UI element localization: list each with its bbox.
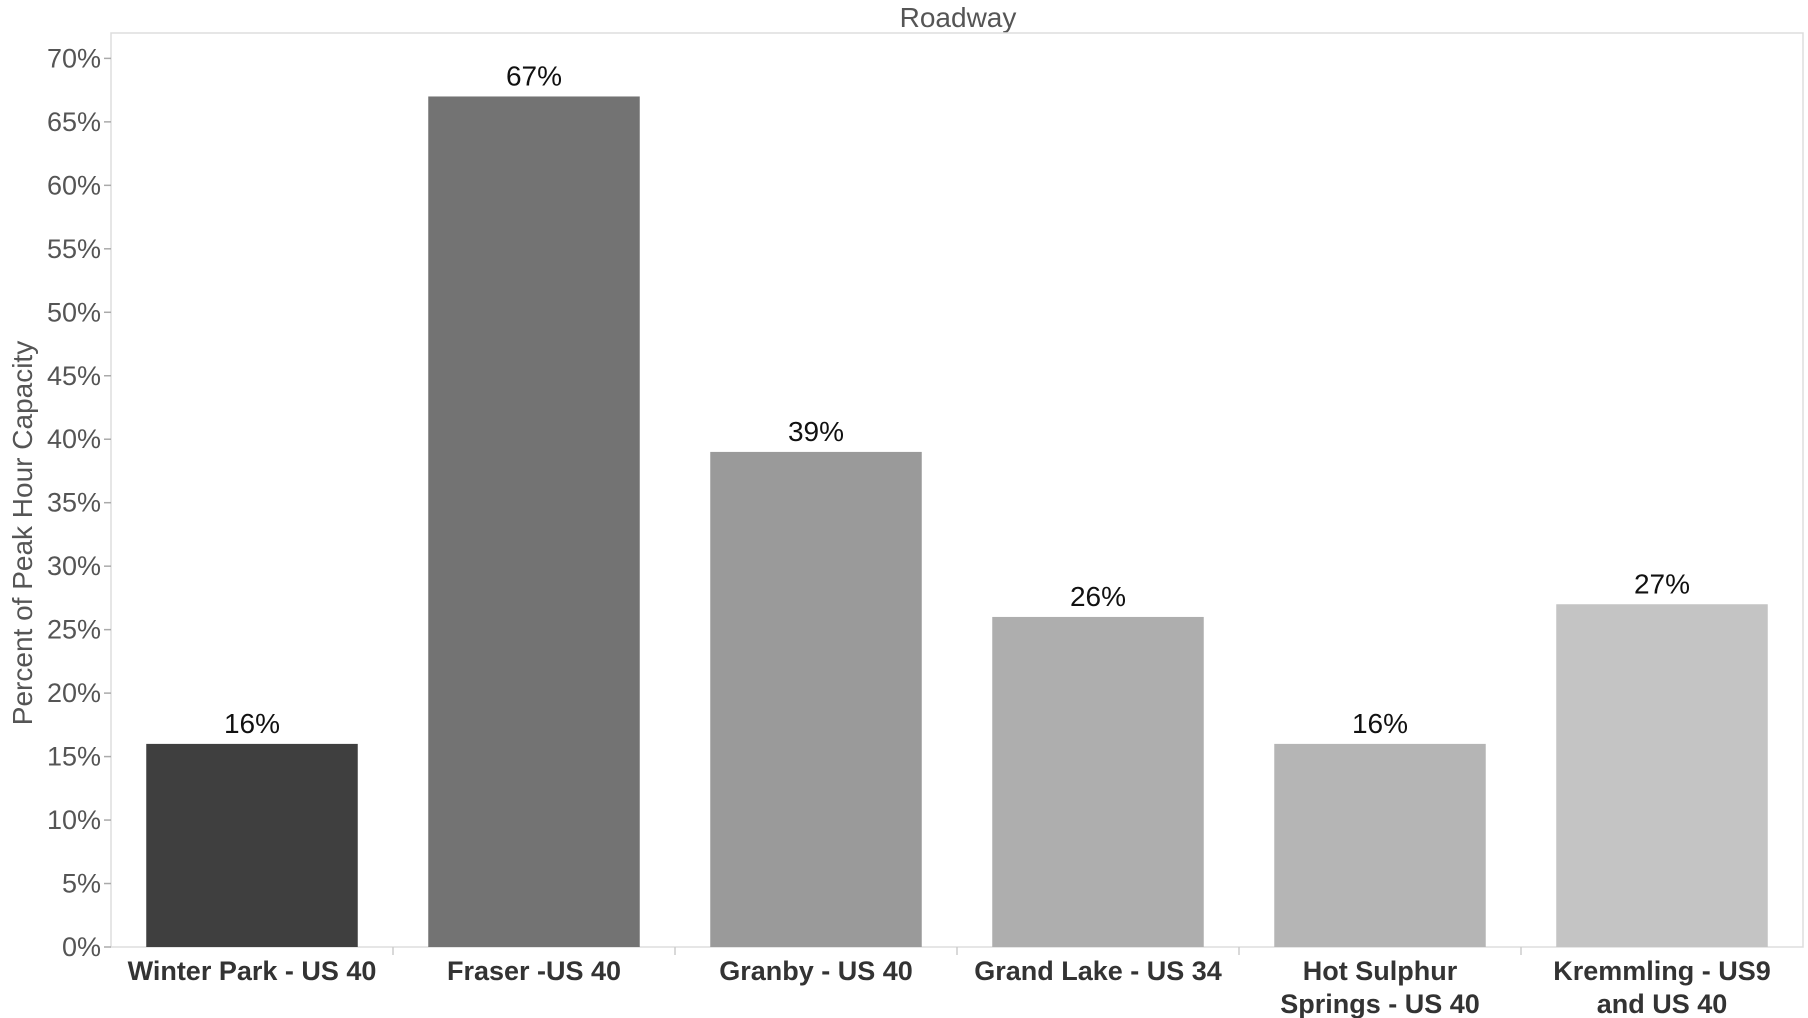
data-label: 27% bbox=[1634, 568, 1690, 599]
bar bbox=[1274, 743, 1486, 947]
bar bbox=[992, 616, 1204, 947]
x-tick-label-line: Granby - US 40 bbox=[719, 956, 913, 986]
y-tick-label: 15% bbox=[47, 742, 101, 772]
bar bbox=[146, 743, 358, 947]
bar bbox=[710, 451, 922, 947]
y-tick-label: 30% bbox=[47, 551, 101, 581]
x-tick-label: Hot Sulphur Springs - US 40 bbox=[1280, 956, 1480, 1018]
x-tick-label-line: Hot Sulphur bbox=[1303, 956, 1458, 986]
x-tick-label: Fraser -US 40 bbox=[447, 956, 621, 986]
data-label: 67% bbox=[506, 60, 562, 91]
y-tick-label: 70% bbox=[47, 43, 101, 73]
x-tick-label-line: and US 40 bbox=[1597, 989, 1728, 1018]
y-tick-label: 20% bbox=[47, 678, 101, 708]
x-tick-label-line: Springs - US 40 bbox=[1280, 989, 1480, 1018]
data-labels: 16% 67% 39% 26% 16% 27% bbox=[224, 60, 1690, 738]
bar bbox=[1556, 604, 1768, 947]
x-tick-label: Granby - US 40 bbox=[719, 956, 913, 986]
plot-frame bbox=[110, 32, 1804, 948]
x-tick-label-line: Fraser -US 40 bbox=[447, 956, 621, 986]
y-tick-label: 65% bbox=[47, 107, 101, 137]
y-axis: 0% 5% 10% 15% 20% 25% 30% 35% 40% 45% 50% 55% 60% 65%… bbox=[47, 43, 111, 962]
x-tick-label-line: Kremmling - US9 bbox=[1553, 956, 1771, 986]
bars bbox=[146, 96, 1768, 947]
y-tick-label: 5% bbox=[62, 869, 101, 899]
y-tick-label: 10% bbox=[47, 805, 101, 835]
y-tick-label: 35% bbox=[47, 488, 101, 518]
y-tick-label: 0% bbox=[62, 932, 101, 962]
x-tick-label: Winter Park - US 40 bbox=[128, 956, 377, 986]
y-tick-label: 60% bbox=[47, 170, 101, 200]
y-tick-label: 40% bbox=[47, 424, 101, 454]
x-tick-label: Kremmling - US9 and US 40 bbox=[1553, 956, 1771, 1018]
data-label: 16% bbox=[224, 708, 280, 739]
y-tick-label: 55% bbox=[47, 234, 101, 264]
data-label: 39% bbox=[788, 416, 844, 447]
y-tick-label: 50% bbox=[47, 297, 101, 327]
x-tick-label: Grand Lake - US 34 bbox=[974, 956, 1222, 986]
chart-title: Roadway bbox=[900, 2, 1017, 33]
data-label: 16% bbox=[1352, 708, 1408, 739]
y-axis-title: Percent of Peak Hour Capacity bbox=[7, 341, 38, 725]
y-tick-label: 45% bbox=[47, 361, 101, 391]
bar bbox=[428, 96, 640, 947]
y-tick-label: 25% bbox=[47, 615, 101, 645]
data-label: 26% bbox=[1070, 581, 1126, 612]
x-tick-label-line: Winter Park - US 40 bbox=[128, 956, 377, 986]
x-tick-label-line: Grand Lake - US 34 bbox=[974, 956, 1222, 986]
x-axis: Winter Park - US 40 Fraser -US 40 Granby -… bbox=[128, 947, 1771, 1018]
